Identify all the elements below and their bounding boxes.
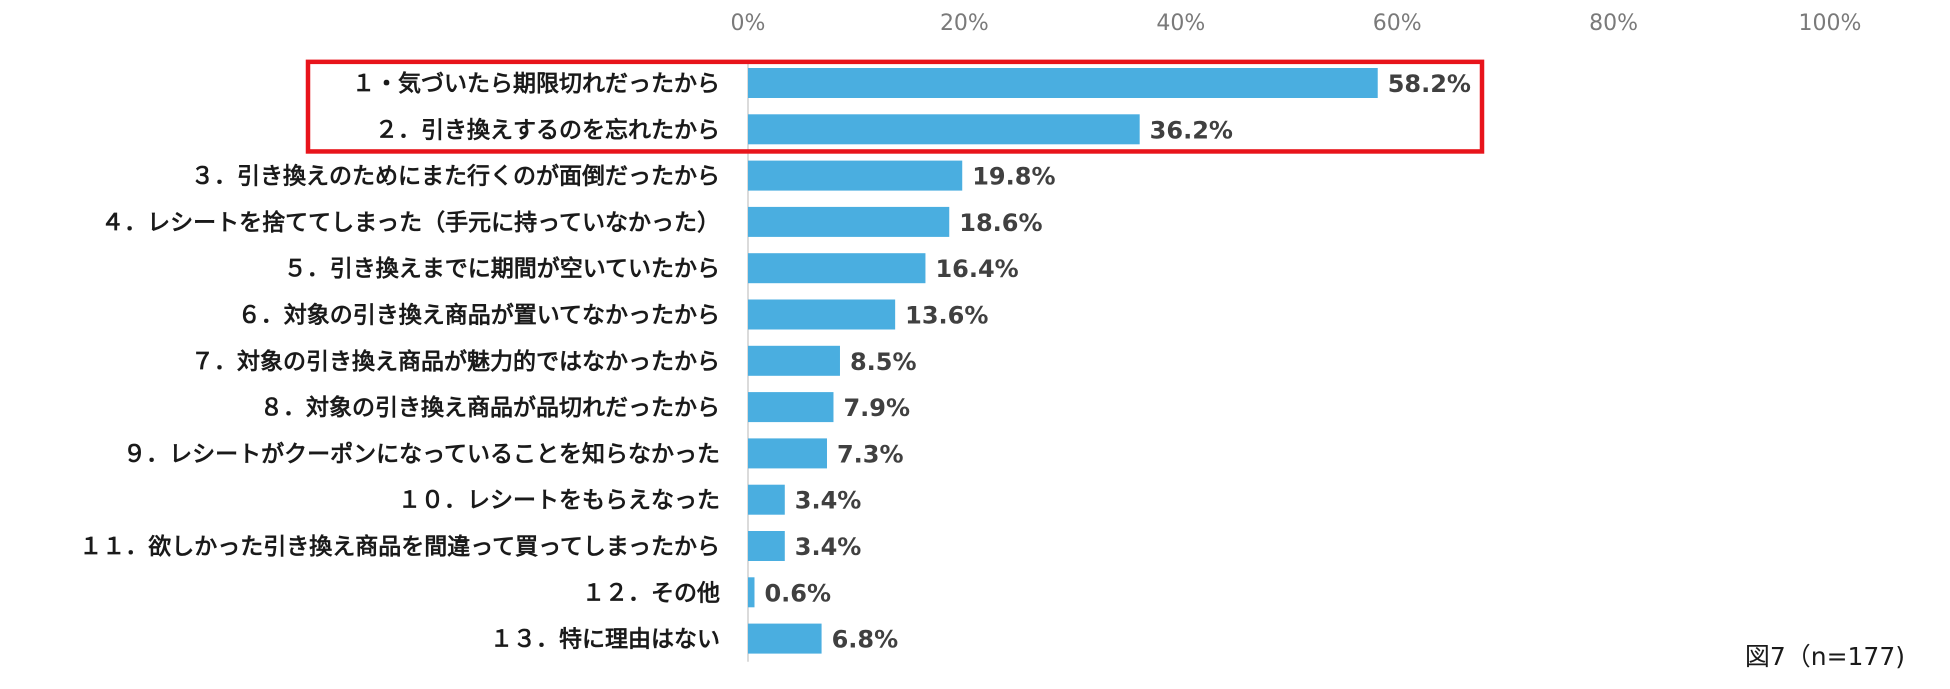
data-label: 0.6% (764, 579, 831, 607)
bar (748, 531, 785, 561)
category-label: ７．対象の引き換え商品が魅力的ではなかったから (191, 348, 720, 375)
x-tick-label: 40% (1156, 11, 1205, 36)
bar (748, 577, 755, 608)
category-label: １３．特に理由はない (490, 627, 720, 653)
bar (748, 206, 950, 237)
category-label: ５．引き換えまでに期間が空いていたから (284, 255, 720, 282)
category-labels: １・気づいたら期限切れだったから ２．引き換えするのを忘れたから ３．引き換えのため… (79, 70, 720, 653)
data-label: 3.4% (795, 533, 862, 561)
data-label: 19.8% (972, 163, 1055, 191)
data-label: 7.9% (843, 394, 910, 422)
x-tick-label: 60% (1373, 11, 1422, 36)
x-tick-label: 0% (731, 11, 766, 36)
bars (748, 68, 1378, 654)
data-label: 6.8% (832, 626, 899, 654)
category-label: ２．引き換えするのを忘れたから (375, 116, 720, 143)
figure-caption: 図7（n=177) (1745, 642, 1905, 671)
category-label: １２．その他 (582, 580, 720, 606)
bar (748, 299, 896, 330)
x-axis-ticks: 0% 20% 40% 60% 80% 100% (731, 11, 1862, 36)
data-label: 16.4% (935, 255, 1018, 283)
data-label: 36.2% (1150, 116, 1233, 144)
bar (748, 484, 785, 515)
data-label: 8.5% (850, 348, 917, 376)
bar (748, 623, 822, 654)
data-label: 18.6% (959, 209, 1042, 237)
bar (748, 114, 1140, 145)
bar (748, 438, 827, 469)
data-label: 7.3% (837, 440, 904, 468)
category-label: ３．引き換えのためにまた行くのが面倒だったから (191, 163, 720, 190)
bar (748, 68, 1378, 98)
data-label: 58.2% (1388, 70, 1471, 98)
x-tick-label: 100% (1799, 11, 1862, 36)
bar (748, 253, 926, 284)
category-label: ６．対象の引き換え商品が置いてなかったから (238, 302, 720, 329)
bar (748, 345, 840, 376)
category-label: １１．欲しかった引き換え商品を間違って買ってしまったから (79, 533, 720, 560)
bar (748, 392, 834, 423)
data-label: 3.4% (795, 487, 862, 515)
data-label: 13.6% (905, 302, 988, 330)
category-label: ８．対象の引き換え商品が品切れだったから (260, 394, 720, 421)
highlight-box (305, 59, 1485, 154)
bar (748, 160, 963, 191)
value-labels: 58.2% 36.2% 19.8% 18.6% 16.4% 13.6% 8.5% 7.9% 7.… (764, 70, 1470, 654)
category-label: ９．レシートがクーポンになっていることを知らなかった (123, 440, 720, 467)
category-label: １０．レシートをもらえなった (398, 488, 720, 514)
x-tick-label: 80% (1589, 11, 1638, 36)
category-label: １・気づいたら期限切れだったから (352, 70, 720, 97)
category-label: ４．レシートを捨ててしまった（手元に持っていなかった） (101, 209, 720, 236)
x-tick-label: 20% (940, 11, 989, 36)
